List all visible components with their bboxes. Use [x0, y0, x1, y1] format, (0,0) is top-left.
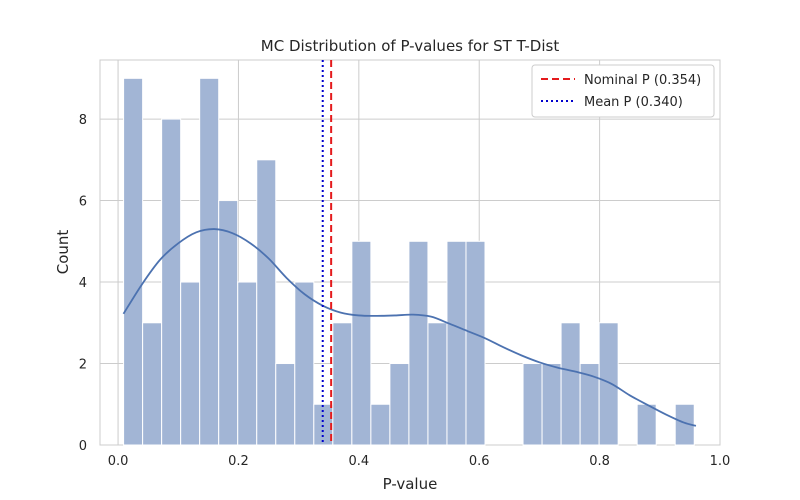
histogram-bar — [636, 403, 657, 446]
histogram-bar — [389, 363, 410, 446]
histogram-bar — [142, 322, 163, 446]
histogram-bar — [370, 403, 391, 446]
y-tick-label: 4 — [79, 276, 87, 291]
histogram-bar — [180, 281, 201, 446]
histogram-bar — [560, 322, 581, 446]
x-tick-labels: 0.0 0.2 0.4 0.6 0.8 1.0 — [108, 454, 731, 469]
y-tick-label: 0 — [79, 439, 87, 454]
histogram-bar — [218, 200, 239, 446]
histogram-bar — [408, 240, 429, 446]
histogram-bar — [465, 240, 486, 446]
histogram-bar — [427, 322, 448, 446]
y-tick-label: 8 — [79, 113, 87, 128]
histogram-bar — [199, 77, 220, 446]
y-tick-label: 2 — [79, 358, 87, 373]
histogram-bar — [123, 77, 144, 446]
y-tick-labels: 0 2 4 6 8 — [79, 113, 87, 454]
x-axis-label: P-value — [383, 475, 438, 493]
histogram-bar — [256, 159, 277, 446]
x-tick-label: 0.6 — [469, 454, 490, 469]
x-tick-label: 0.0 — [108, 454, 129, 469]
x-tick-label: 1.0 — [710, 454, 731, 469]
histogram-bar — [541, 363, 562, 446]
y-axis-label: Count — [54, 230, 72, 275]
histogram-bars — [123, 77, 695, 446]
legend-mean-label: Mean P (0.340) — [584, 95, 683, 110]
y-tick-label: 6 — [79, 195, 87, 210]
histogram-bar — [275, 363, 296, 446]
histogram-bar — [351, 240, 372, 446]
legend-box — [531, 64, 715, 118]
histogram-bar — [294, 281, 315, 446]
histogram-bar — [161, 118, 182, 446]
kde-curve — [122, 228, 697, 427]
histogram-bar — [598, 322, 619, 446]
x-tick-label: 0.8 — [589, 454, 610, 469]
histogram-bar — [332, 322, 353, 446]
x-tick-label: 0.2 — [228, 454, 249, 469]
legend-nominal-label: Nominal P (0.354) — [584, 73, 701, 88]
legend: Nominal P (0.354) Mean P (0.340) — [531, 64, 715, 118]
chart-title: MC Distribution of P-values for ST T-Dis… — [261, 37, 560, 55]
histogram-bar — [446, 240, 467, 446]
histogram-bar — [237, 281, 258, 446]
histogram-bar — [522, 363, 543, 446]
x-tick-label: 0.4 — [348, 454, 369, 469]
